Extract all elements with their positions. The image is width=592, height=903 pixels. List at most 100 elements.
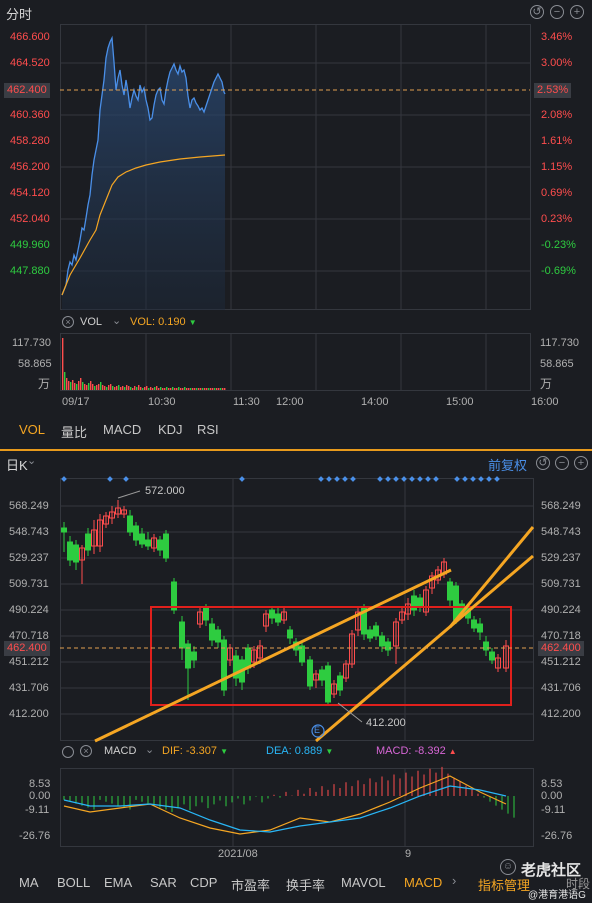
volume-bar	[184, 387, 186, 390]
price-axis-label: 460.360	[10, 109, 50, 121]
indicator-manage-button[interactable]: 指标管理	[478, 878, 531, 893]
volume-bar	[172, 387, 174, 390]
chevron-down-icon[interactable]: ⌄	[27, 455, 37, 467]
tab-ma[interactable]: MA	[19, 875, 39, 890]
tab-volume-ratio[interactable]: 量比	[61, 425, 88, 440]
volume-bar	[96, 385, 98, 390]
price-axis-label: 456.200	[10, 161, 50, 173]
event-dot-icon	[334, 476, 340, 482]
candle-body	[185, 643, 191, 669]
macd-axis-left: 8.53	[29, 778, 51, 790]
tab-turnover[interactable]: 换手率	[286, 878, 326, 893]
intraday-chart[interactable]	[0, 0, 592, 450]
trendline-lower-channel	[94, 568, 452, 743]
volume-bar	[128, 386, 130, 390]
volume-bar	[98, 384, 100, 390]
period-label[interactable]: 时段	[566, 877, 591, 891]
daily-price-axis-label: 470.718	[541, 630, 581, 642]
tab-pe[interactable]: 市盈率	[231, 878, 271, 893]
candle-body	[405, 603, 411, 615]
volume-bar	[218, 388, 220, 390]
daily-title[interactable]: 日K	[6, 458, 28, 473]
volume-bar	[216, 388, 218, 390]
chevron-right-icon[interactable]: ›	[452, 873, 457, 888]
volume-bar	[222, 388, 224, 390]
volume-bar	[168, 388, 170, 390]
volume-bar	[214, 388, 216, 390]
tab-boll[interactable]: BOLL	[57, 875, 91, 890]
panel-divider	[0, 449, 592, 451]
candle-body	[411, 595, 417, 611]
range-box	[150, 606, 512, 706]
volume-bar	[104, 386, 106, 390]
zoom-out-icon[interactable]: −	[555, 456, 569, 470]
price-axis-label: 447.880	[10, 265, 50, 277]
candle-body	[245, 647, 251, 669]
daily-price-axis-label: 451.212	[541, 656, 581, 668]
volume-bar	[166, 387, 168, 390]
candle-body	[337, 675, 343, 691]
event-dot-icon	[478, 476, 484, 482]
zoom-in-icon[interactable]: +	[570, 5, 584, 19]
adjust-mode-button[interactable]: 前复权	[488, 458, 528, 473]
volume-bar	[72, 380, 74, 390]
vol-axis-right-mid: 58.865	[540, 358, 574, 370]
settings-icon[interactable]	[62, 746, 74, 758]
close-indicator-icon[interactable]: ×	[80, 745, 92, 757]
vol-indicator-name[interactable]: VOL	[80, 316, 103, 328]
undo-icon[interactable]: ↺	[530, 5, 544, 19]
volume-bar	[160, 387, 162, 390]
macd-indicator-name[interactable]: MACD	[104, 745, 137, 757]
intraday-current-pct-tag: 2.53%	[534, 83, 572, 98]
pct-axis-label: 2.08%	[541, 109, 573, 121]
price-line	[61, 35, 226, 296]
volume-bar	[202, 388, 204, 390]
event-e-label[interactable]: E	[314, 725, 321, 735]
candle-body	[299, 645, 305, 663]
volume-bar	[102, 385, 104, 390]
candle-body	[471, 619, 477, 629]
volume-bar	[150, 387, 152, 390]
daily-current-price-tag-left: 462.400	[4, 641, 50, 656]
intraday-title[interactable]: 分时	[6, 7, 33, 22]
macd-dea: DEA: 0.889 ▼	[266, 745, 333, 757]
event-dot-icon	[326, 476, 332, 482]
date-label: 2021/08	[218, 848, 258, 860]
volume-bar	[224, 388, 226, 390]
volume-bar	[212, 388, 214, 390]
zoom-in-icon[interactable]: +	[574, 456, 588, 470]
time-label: 15:00	[446, 396, 474, 408]
candle-body	[385, 641, 391, 651]
tab-rsi[interactable]: RSI	[197, 422, 219, 437]
zoom-out-icon[interactable]: −	[550, 5, 564, 19]
close-indicator-icon[interactable]: ×	[62, 316, 74, 328]
tab-cdp[interactable]: CDP	[190, 875, 218, 890]
candle-body	[151, 537, 157, 549]
tab-kdj[interactable]: KDJ	[158, 422, 183, 437]
candle-body	[325, 665, 331, 703]
event-dot-icon	[454, 476, 460, 482]
volume-bar	[100, 382, 102, 390]
tab-mavol[interactable]: MAVOL	[341, 875, 386, 890]
event-dot-icon	[393, 476, 399, 482]
vol-value: VOL: 0.190 ▼	[130, 316, 197, 328]
volume-bar	[158, 388, 160, 390]
tab-sar[interactable]: SAR	[150, 875, 177, 890]
candle-body	[145, 539, 151, 547]
volume-bar	[62, 338, 64, 390]
tab-ema[interactable]: EMA	[104, 875, 133, 890]
tab-vol[interactable]: VOL	[19, 422, 46, 437]
undo-icon[interactable]: ↺	[536, 456, 550, 470]
macd-axis-right: 8.53	[541, 778, 563, 790]
event-dot-icon	[417, 476, 423, 482]
candle-body	[133, 525, 139, 541]
chevron-down-icon[interactable]: ⌄	[145, 744, 155, 756]
candle-body	[287, 629, 293, 639]
volume-bar	[68, 381, 70, 390]
chevron-down-icon[interactable]: ⌄	[112, 315, 122, 327]
daily-price-axis-label: 490.224	[541, 604, 581, 616]
volume-bar	[118, 385, 120, 390]
tab-macd[interactable]: MACD	[103, 422, 142, 437]
tab-macd-daily[interactable]: MACD	[404, 875, 443, 890]
